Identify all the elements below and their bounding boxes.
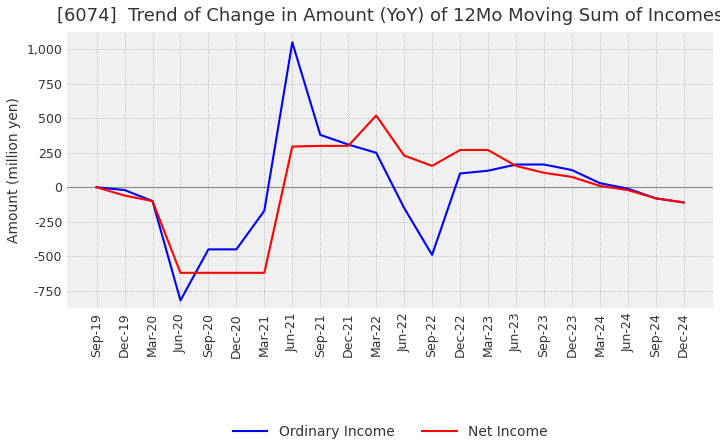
Ordinary Income: [260, 208, 269, 213]
Ordinary Income: [372, 150, 380, 155]
Net Income: [400, 153, 408, 158]
Net Income: [120, 193, 129, 198]
Title: [6074]  Trend of Change in Amount (YoY) of 12Mo Moving Sum of Incomes: [6074] Trend of Change in Amount (YoY) o…: [57, 7, 720, 25]
Net Income: [92, 185, 101, 190]
Net Income: [344, 143, 353, 149]
Net Income: [512, 163, 521, 169]
Net Income: [456, 147, 464, 153]
Ordinary Income: [204, 247, 212, 252]
Ordinary Income: [316, 132, 325, 137]
Ordinary Income: [288, 40, 297, 45]
Net Income: [204, 270, 212, 275]
Line: Ordinary Income: Ordinary Income: [96, 42, 684, 301]
Ordinary Income: [512, 162, 521, 167]
Net Income: [316, 143, 325, 149]
Net Income: [539, 170, 548, 176]
Ordinary Income: [232, 247, 240, 252]
Ordinary Income: [176, 298, 185, 303]
Ordinary Income: [595, 180, 604, 186]
Ordinary Income: [120, 187, 129, 193]
Legend: Ordinary Income, Net Income: Ordinary Income, Net Income: [228, 419, 553, 440]
Ordinary Income: [484, 168, 492, 173]
Net Income: [624, 187, 632, 193]
Net Income: [260, 270, 269, 275]
Ordinary Income: [148, 198, 157, 204]
Ordinary Income: [652, 196, 660, 201]
Net Income: [428, 163, 436, 169]
Y-axis label: Amount (million yen): Amount (million yen): [7, 97, 21, 243]
Net Income: [595, 183, 604, 188]
Ordinary Income: [539, 162, 548, 167]
Net Income: [484, 147, 492, 153]
Ordinary Income: [456, 171, 464, 176]
Net Income: [288, 144, 297, 149]
Ordinary Income: [680, 200, 688, 205]
Net Income: [148, 198, 157, 204]
Net Income: [176, 270, 185, 275]
Net Income: [232, 270, 240, 275]
Ordinary Income: [428, 252, 436, 257]
Line: Net Income: Net Income: [96, 116, 684, 273]
Ordinary Income: [400, 205, 408, 211]
Net Income: [372, 113, 380, 118]
Ordinary Income: [567, 167, 576, 172]
Net Income: [652, 196, 660, 201]
Net Income: [567, 174, 576, 180]
Ordinary Income: [344, 142, 353, 147]
Ordinary Income: [624, 186, 632, 191]
Ordinary Income: [92, 185, 101, 190]
Net Income: [680, 200, 688, 205]
